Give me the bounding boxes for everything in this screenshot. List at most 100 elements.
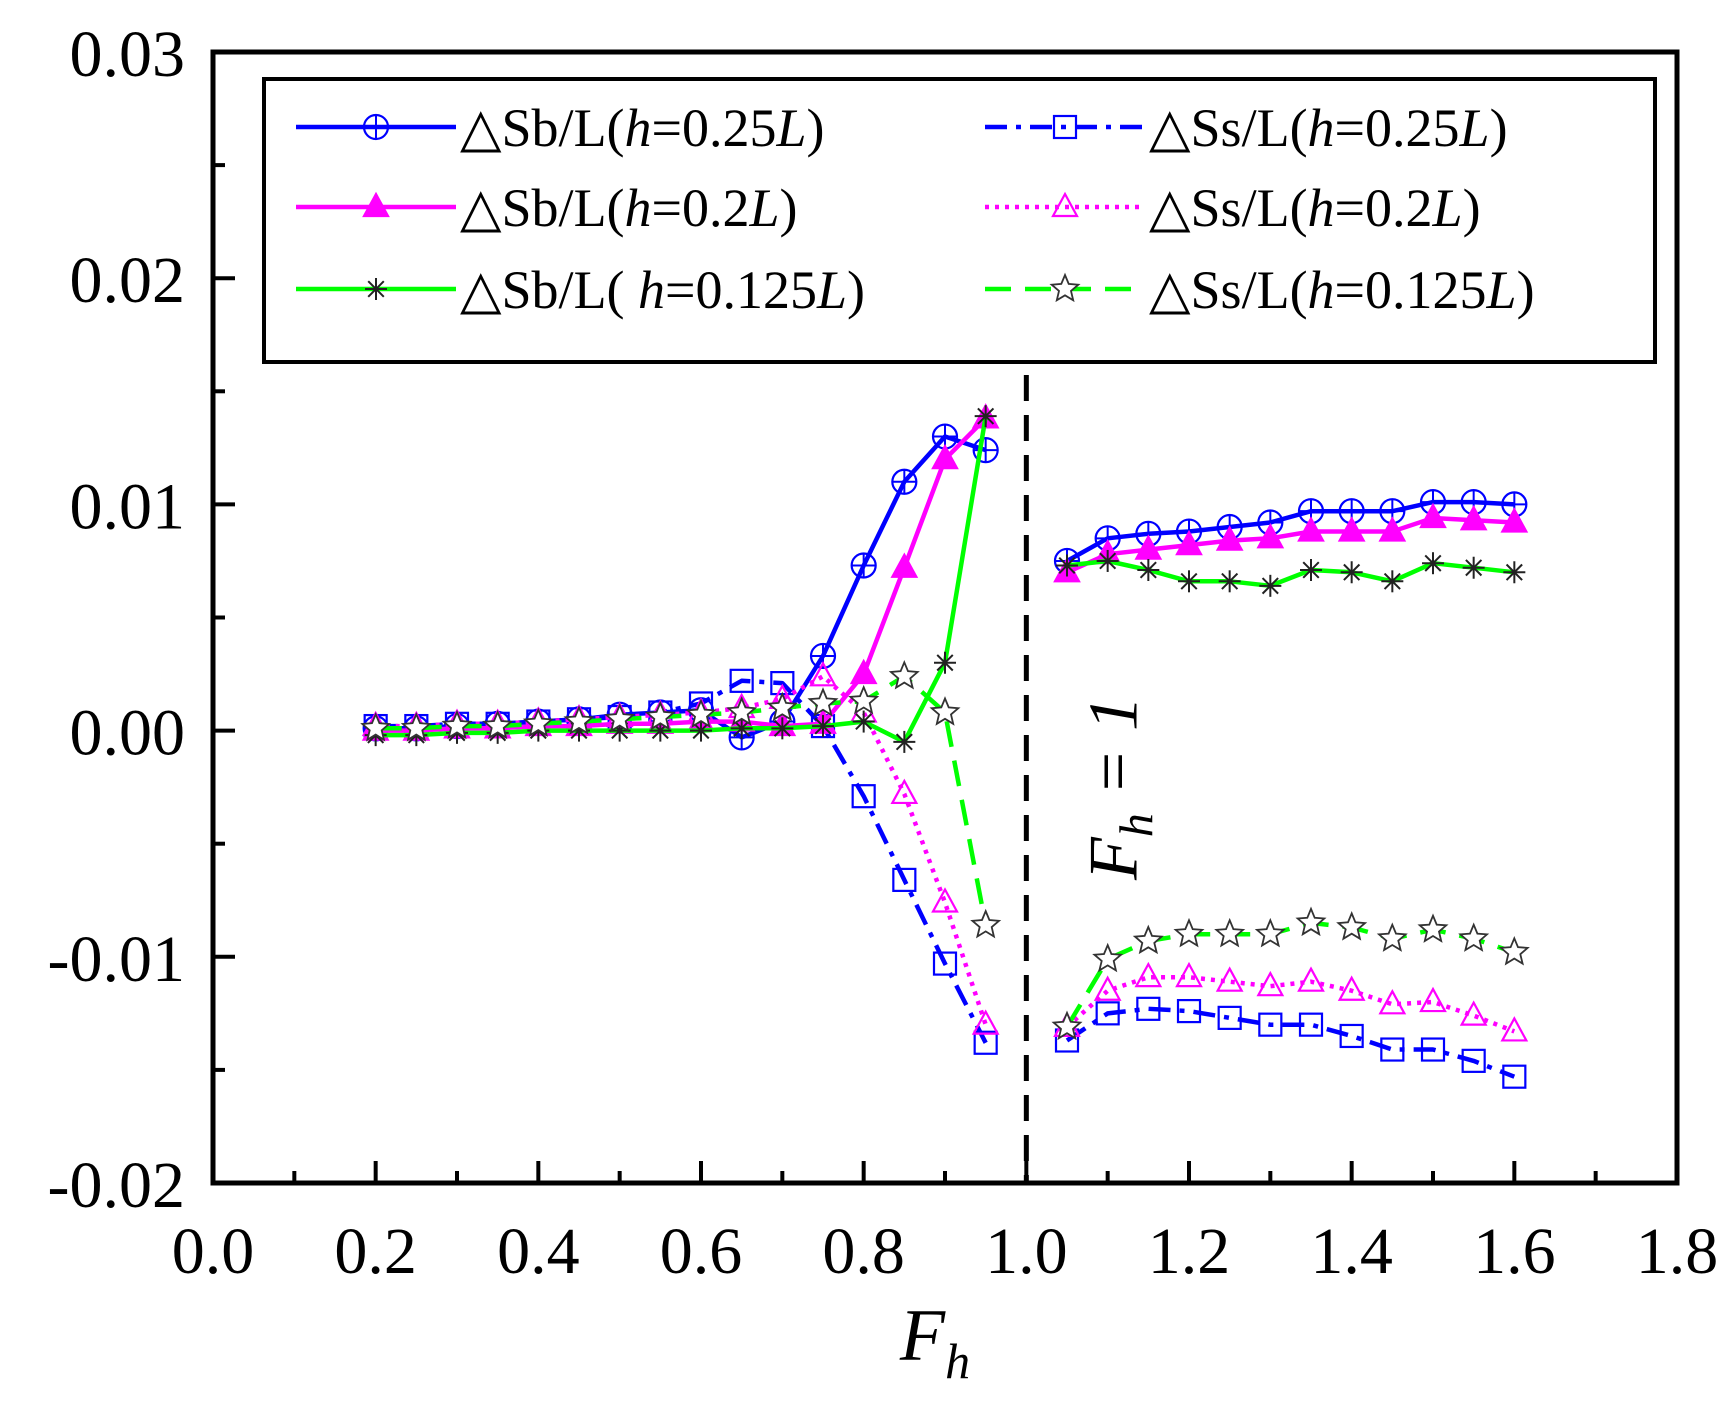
- series-4-point: [971, 1009, 1000, 1035]
- marker-triangle: [1215, 525, 1244, 551]
- legend-label-part: △Sb/L(: [460, 260, 638, 320]
- series-4-point: [1093, 975, 1122, 1001]
- series-5-point: [1462, 556, 1485, 579]
- marker-asterisk-stroke: [733, 719, 751, 737]
- marker-triangle: [890, 552, 919, 578]
- marker-square: [1176, 998, 1202, 1024]
- x-axis-title-main: F: [899, 1295, 946, 1377]
- series-2-point: [1420, 1037, 1446, 1062]
- marker-triangle: [1215, 966, 1244, 992]
- marker-star: [929, 696, 961, 726]
- marker-asterisk-stroke: [1424, 554, 1442, 572]
- series-5-point: [1218, 570, 1241, 593]
- series-5-point: [1259, 574, 1282, 597]
- legend-label-part: ): [1517, 260, 1535, 320]
- marker-asterisk-stroke: [1058, 556, 1076, 574]
- series-3-point: [1297, 516, 1325, 542]
- marker-square: [1052, 114, 1078, 140]
- legend-entry-6: △Ss/L(h=0.125L): [985, 260, 1535, 320]
- legend-label-part: h: [1308, 178, 1335, 238]
- legend-label: △Sb/L(h=0.2L): [460, 178, 798, 238]
- series-5-point: [934, 651, 956, 674]
- series-5-point: [1340, 561, 1363, 584]
- fh-1-annotation-rest: = 1: [1075, 696, 1152, 813]
- series-6-point: [441, 709, 473, 740]
- y-tick-label: 0.01: [70, 470, 186, 543]
- series-3-point: [890, 552, 919, 578]
- legend-label-part: △Ss/L(: [1149, 178, 1308, 238]
- series-2-point: [892, 867, 917, 892]
- series-4-point: [1297, 966, 1325, 992]
- series-4-line-segment-1: [375, 674, 988, 1026]
- series-6-point: [400, 711, 432, 742]
- legend-label: △Sb/L( h=0.125L): [460, 260, 865, 320]
- marker-triangle: [1175, 961, 1203, 988]
- series-5-point: [1137, 558, 1160, 581]
- series-2-point: [1136, 996, 1161, 1021]
- series-5-point: [1381, 570, 1404, 593]
- marker-triangle: [849, 658, 878, 685]
- marker-star: [1254, 917, 1286, 948]
- legend-entry-4: △Ss/L(h=0.2L): [985, 178, 1481, 238]
- series-4-point: [1419, 986, 1447, 1013]
- series-1-point: [850, 552, 877, 579]
- legend-label-part: L: [816, 260, 847, 320]
- series-2-line-segment-2: [1065, 1006, 1516, 1079]
- series-6-point: [644, 700, 676, 731]
- series-5-point: [1056, 554, 1078, 577]
- marker-star: [848, 684, 880, 715]
- x-tick-label: 1.0: [985, 1215, 1068, 1288]
- series-6-point: [1498, 935, 1530, 966]
- y-tick-label: -0.02: [48, 1149, 185, 1222]
- series-6-point: [970, 908, 1002, 939]
- series-6-point: [929, 696, 961, 726]
- legend-entry-3: △Sb/L(h=0.2L): [296, 178, 798, 238]
- y-tick-label: 0.02: [70, 244, 186, 317]
- marker-asterisk-stroke: [1099, 552, 1117, 570]
- y-tick-label: 0.00: [70, 697, 186, 770]
- marker-asterisk-stroke: [1261, 577, 1279, 595]
- series-5-point: [771, 717, 794, 740]
- series-3-point: [1256, 523, 1285, 549]
- marker-triangle: [1297, 966, 1325, 992]
- marker-triangle: [1093, 975, 1122, 1001]
- legend-label-part: L: [1459, 98, 1490, 158]
- marker-square: [1420, 1037, 1446, 1062]
- series-3-point: [1378, 516, 1407, 542]
- series-3-point: [1459, 504, 1488, 531]
- legend-label-part: L: [1486, 260, 1517, 320]
- series-6-line-segment-2: [1065, 920, 1516, 1029]
- legend-entry-5: △Sb/L( h=0.125L): [296, 260, 865, 320]
- legend-label-part: h: [1308, 260, 1335, 320]
- series-6-point: [360, 711, 392, 742]
- series-5-point: [1096, 549, 1119, 572]
- x-tick-label: 1.6: [1473, 1215, 1556, 1288]
- series-6-point: [1214, 917, 1246, 948]
- series-1-point: [891, 468, 918, 495]
- legend-label-part: ): [1490, 98, 1508, 158]
- legend-marker: [1052, 114, 1078, 140]
- x-tick-label: 0.0: [172, 1215, 255, 1288]
- legend-box: [262, 77, 1657, 364]
- marker-triangle: [1378, 516, 1407, 542]
- series-6-point: [1295, 906, 1327, 937]
- series-6-point: [604, 702, 636, 733]
- x-tick-label: 0.6: [660, 1215, 743, 1288]
- marker-star: [563, 705, 595, 735]
- series-4-point: [1337, 975, 1366, 1001]
- marker-star: [360, 711, 392, 742]
- marker-asterisk-stroke: [1180, 572, 1198, 590]
- series-6-point: [482, 709, 514, 740]
- marker-star: [1173, 917, 1205, 948]
- marker-square: [1298, 1012, 1324, 1037]
- marker-asterisk-stroke: [1465, 559, 1483, 577]
- series-3-point: [849, 658, 878, 685]
- marker-star: [685, 698, 717, 728]
- legend-marker: [1049, 272, 1081, 303]
- legend-marker: [365, 278, 387, 300]
- marker-asterisk-stroke: [692, 722, 710, 740]
- series-6-point: [888, 659, 920, 690]
- series-5-point: [1300, 558, 1322, 581]
- marker-asterisk-stroke: [977, 407, 995, 425]
